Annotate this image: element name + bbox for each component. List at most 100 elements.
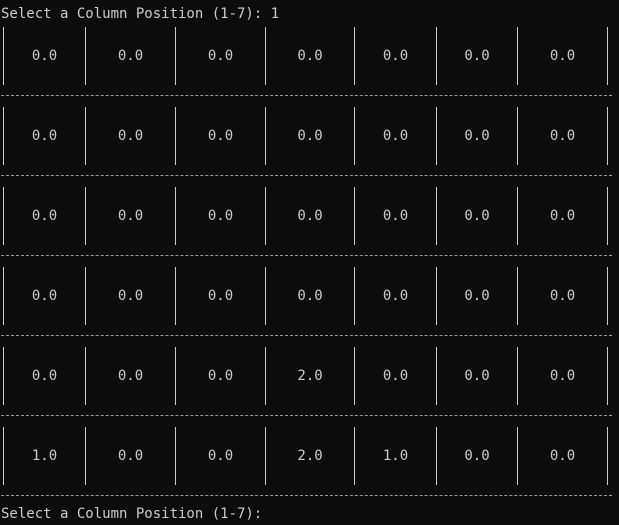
text-cursor bbox=[271, 506, 279, 521]
column-divider bbox=[85, 187, 86, 245]
column-divider bbox=[607, 347, 608, 405]
board-cell: 0.0 bbox=[297, 48, 323, 64]
board-cell: 0.0 bbox=[549, 208, 576, 224]
board-cell: 0.0 bbox=[207, 128, 234, 144]
column-divider bbox=[607, 427, 608, 485]
board-cell: 0.0 bbox=[207, 48, 234, 64]
board-cell: 0.0 bbox=[207, 448, 234, 464]
column-divider bbox=[436, 107, 437, 165]
board-cell: 0.0 bbox=[382, 208, 409, 224]
column-divider bbox=[436, 347, 437, 405]
column-divider bbox=[517, 267, 518, 325]
row-separator bbox=[1, 95, 612, 96]
column-divider bbox=[3, 267, 4, 325]
board-cell: 0.0 bbox=[464, 368, 490, 384]
column-divider bbox=[175, 427, 176, 485]
column-divider bbox=[517, 427, 518, 485]
column-divider bbox=[354, 187, 355, 245]
board-cell: 0.0 bbox=[549, 368, 576, 384]
column-divider bbox=[265, 187, 266, 245]
board-cell: 0.0 bbox=[464, 288, 490, 304]
column-divider bbox=[436, 187, 437, 245]
column-divider bbox=[265, 347, 266, 405]
board-cell: 1.0 bbox=[382, 448, 409, 464]
column-divider bbox=[517, 107, 518, 165]
column-divider bbox=[436, 267, 437, 325]
board-row: 1.0 0.0 0.0 2.0 1.0 0.0 0.0 bbox=[0, 426, 619, 506]
board-cell: 0.0 bbox=[549, 288, 576, 304]
board-cell: 0.0 bbox=[549, 128, 576, 144]
column-divider bbox=[3, 427, 4, 485]
column-divider bbox=[3, 107, 4, 165]
board-row: 0.0 0.0 0.0 0.0 0.0 0.0 0.0 bbox=[0, 186, 619, 266]
column-divider bbox=[175, 187, 176, 245]
prompt-line-top: Select a Column Position (1-7): 1 bbox=[1, 6, 280, 22]
board-row: 0.0 0.0 0.0 0.0 0.0 0.0 0.0 bbox=[0, 26, 619, 106]
column-divider bbox=[354, 267, 355, 325]
column-divider bbox=[517, 347, 518, 405]
column-divider bbox=[354, 427, 355, 485]
board-cell: 0.0 bbox=[382, 368, 409, 384]
board-row: 0.0 0.0 0.0 0.0 0.0 0.0 0.0 bbox=[0, 266, 619, 346]
column-divider bbox=[3, 187, 4, 245]
board-cell: 0.0 bbox=[297, 128, 323, 144]
board-cell: 0.0 bbox=[464, 208, 490, 224]
board-cell: 0.0 bbox=[31, 368, 58, 384]
board-cell: 0.0 bbox=[117, 128, 144, 144]
column-divider bbox=[517, 27, 518, 85]
column-divider bbox=[85, 427, 86, 485]
column-divider bbox=[85, 267, 86, 325]
column-divider bbox=[436, 27, 437, 85]
prompt-text: Select a Column Position (1-7): bbox=[1, 506, 271, 522]
row-separator bbox=[1, 415, 612, 416]
row-separator bbox=[1, 255, 612, 256]
board-cell: 0.0 bbox=[117, 208, 144, 224]
board-cell: 0.0 bbox=[117, 448, 144, 464]
board-cell: 0.0 bbox=[31, 128, 58, 144]
board-cell: 0.0 bbox=[207, 288, 234, 304]
board-cell: 2.0 bbox=[297, 448, 323, 464]
board-cell: 0.0 bbox=[207, 208, 234, 224]
board-cell: 0.0 bbox=[382, 288, 409, 304]
board-row: 0.0 0.0 0.0 0.0 0.0 0.0 0.0 bbox=[0, 106, 619, 186]
board-cell: 0.0 bbox=[117, 368, 144, 384]
row-separator bbox=[1, 495, 612, 496]
column-divider bbox=[607, 107, 608, 165]
column-divider bbox=[3, 27, 4, 85]
column-divider bbox=[607, 187, 608, 245]
column-divider bbox=[607, 267, 608, 325]
board-cell: 0.0 bbox=[297, 208, 323, 224]
board-cell: 0.0 bbox=[464, 128, 490, 144]
column-divider bbox=[175, 347, 176, 405]
board-cell: 0.0 bbox=[31, 288, 58, 304]
board-cell: 1.0 bbox=[31, 448, 58, 464]
board-cell: 0.0 bbox=[297, 288, 323, 304]
row-separator bbox=[1, 335, 612, 336]
column-divider bbox=[85, 27, 86, 85]
board-cell: 0.0 bbox=[549, 448, 576, 464]
board-cell: 0.0 bbox=[549, 48, 576, 64]
column-divider bbox=[607, 27, 608, 85]
column-divider bbox=[3, 347, 4, 405]
board-cell: 0.0 bbox=[464, 48, 490, 64]
column-divider bbox=[175, 107, 176, 165]
board-cell: 0.0 bbox=[117, 48, 144, 64]
board-cell: 0.0 bbox=[207, 368, 234, 384]
column-divider bbox=[265, 267, 266, 325]
board-row: 0.0 0.0 0.0 2.0 0.0 0.0 0.0 bbox=[0, 346, 619, 426]
prompt-line-bottom[interactable]: Select a Column Position (1-7): bbox=[1, 504, 279, 524]
column-divider bbox=[354, 107, 355, 165]
column-divider bbox=[354, 347, 355, 405]
board-cell: 0.0 bbox=[382, 48, 409, 64]
board-cell: 0.0 bbox=[31, 48, 58, 64]
column-divider bbox=[436, 427, 437, 485]
column-divider bbox=[265, 427, 266, 485]
column-divider bbox=[354, 27, 355, 85]
row-separator bbox=[1, 175, 612, 176]
column-divider bbox=[175, 27, 176, 85]
column-divider bbox=[517, 187, 518, 245]
column-divider bbox=[175, 267, 176, 325]
board-cell: 0.0 bbox=[31, 208, 58, 224]
board-cell: 2.0 bbox=[297, 368, 323, 384]
